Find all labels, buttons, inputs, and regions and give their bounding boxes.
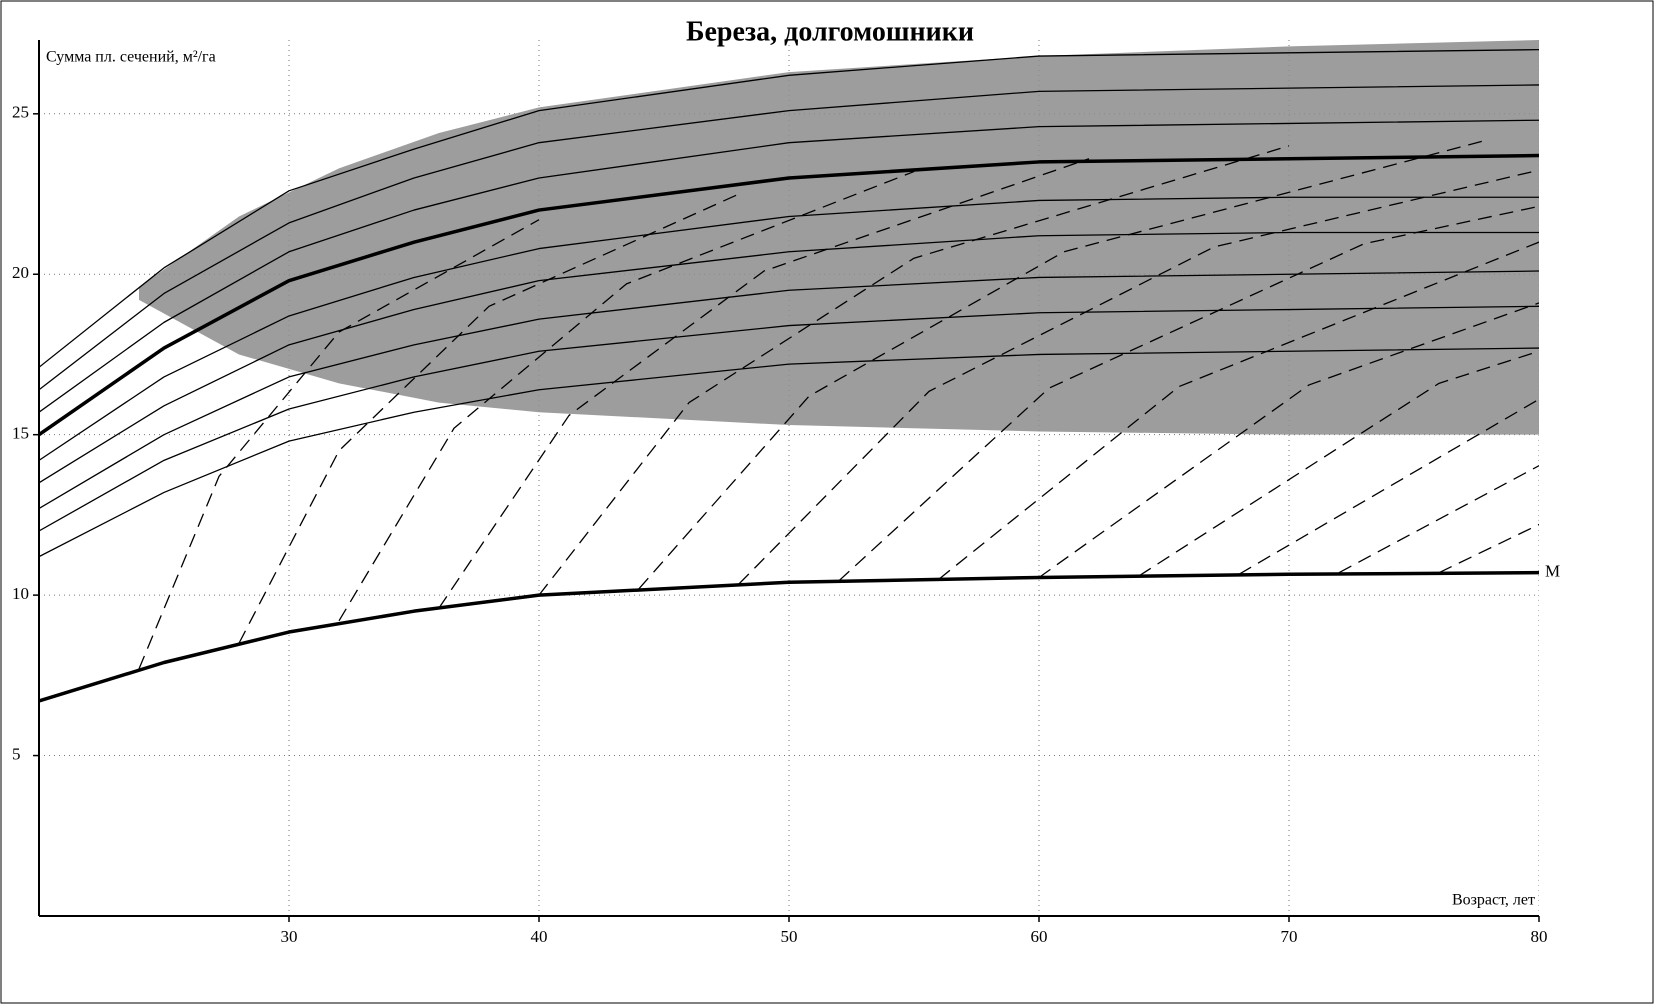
line	[39, 153, 1539, 437]
line-label: М	[1545, 562, 1560, 581]
dashed-line	[1138, 350, 1539, 577]
line	[39, 231, 1539, 484]
x-tick-label: 30	[281, 927, 298, 946]
y-axis-label: Сумма пл. сечений, м²/га	[46, 49, 216, 66]
dashed-line	[1238, 398, 1539, 575]
chart-title: Береза, долгомошники	[686, 16, 974, 47]
x-tick-label: 60	[1031, 927, 1048, 946]
x-tick-label: 80	[1531, 927, 1548, 946]
y-tick-label: 5	[12, 744, 21, 763]
dashed-line	[238, 193, 740, 644]
dashed-line	[1338, 464, 1539, 574]
dashed-line	[338, 170, 915, 622]
line	[39, 119, 1539, 413]
x-tick-label: 50	[781, 927, 798, 946]
line	[39, 196, 1539, 461]
dashed-line	[138, 219, 540, 670]
dashed-line	[1438, 523, 1539, 574]
shaded-band	[139, 40, 1539, 435]
y-tick-label: 25	[12, 103, 29, 122]
x-axis-label: Возраст, лет	[1452, 892, 1535, 909]
dashed-line	[738, 169, 1539, 585]
y-tick-label: 15	[12, 424, 29, 443]
y-tick-label: 20	[12, 263, 29, 282]
line	[39, 270, 1539, 510]
dashed-line	[1038, 302, 1539, 579]
x-tick-label: 40	[531, 927, 548, 946]
dashed-line	[838, 205, 1539, 582]
line	[39, 48, 1539, 368]
dashed-line	[438, 158, 1090, 609]
x-tick-label: 70	[1281, 927, 1298, 946]
line	[39, 347, 1539, 558]
dashed-line	[638, 138, 1490, 590]
dashed-line	[538, 145, 1290, 596]
y-tick-label: 10	[12, 584, 29, 603]
line	[39, 305, 1539, 532]
plot-area	[39, 40, 1539, 916]
line	[39, 84, 1539, 391]
